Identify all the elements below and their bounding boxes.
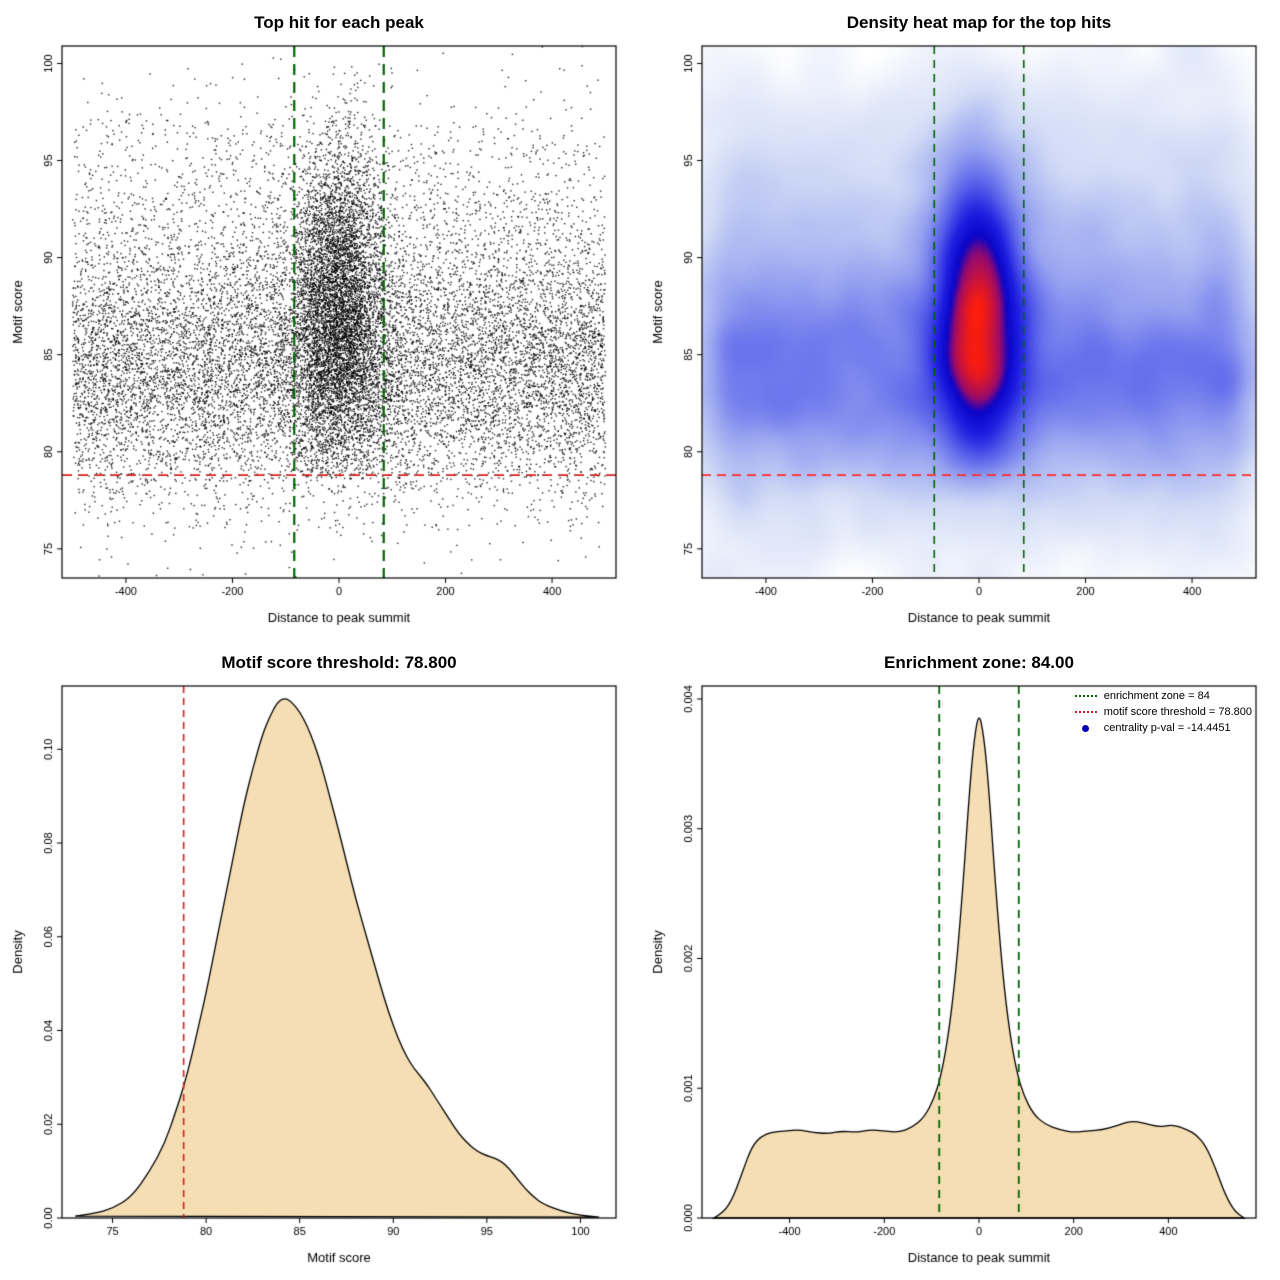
chart-title-motif-density: Motif score threshold: 78.800	[221, 653, 457, 672]
chart-title-heatmap: Density heat map for the top hits	[846, 13, 1112, 32]
legend-item-enrichment-zone: enrichment zone = 84	[1074, 690, 1252, 702]
panel-density-heatmap: Density heat map for the top hits	[640, 0, 1280, 640]
legend-label-motif-threshold: motif score threshold = 78.800	[1103, 706, 1252, 718]
plot-legend: enrichment zone = 84 motif score thresho…	[1074, 690, 1252, 734]
heatmap-canvas	[640, 0, 1280, 640]
panel-motif-score-density: Motif score threshold: 78.800	[0, 640, 640, 1280]
chart-title-scatter: Top hit for each peak	[254, 13, 424, 32]
centrality-pval-point-sample	[1081, 724, 1089, 732]
distance-density-canvas	[640, 640, 1280, 1280]
panel-top-hits-scatter: Top hit for each peak	[0, 0, 640, 640]
chart-title-distance-density: Enrichment zone: 84.00	[884, 653, 1074, 672]
motif-threshold-line-sample	[1074, 711, 1097, 713]
legend-label-centrality-pval: centrality p-val = -14.4451	[1103, 722, 1231, 734]
legend-item-motif-threshold: motif score threshold = 78.800	[1074, 706, 1252, 718]
legend-label-enrichment-zone: enrichment zone = 84	[1103, 690, 1210, 702]
legend-item-centrality-pval: centrality p-val = -14.4451	[1075, 722, 1252, 734]
motif-density-canvas	[0, 640, 640, 1280]
scatter-plot-canvas	[0, 0, 640, 640]
enrichment-zone-line-sample	[1074, 695, 1097, 697]
panel-distance-density: Enrichment zone: 84.00 enrichment zone =…	[640, 640, 1280, 1280]
